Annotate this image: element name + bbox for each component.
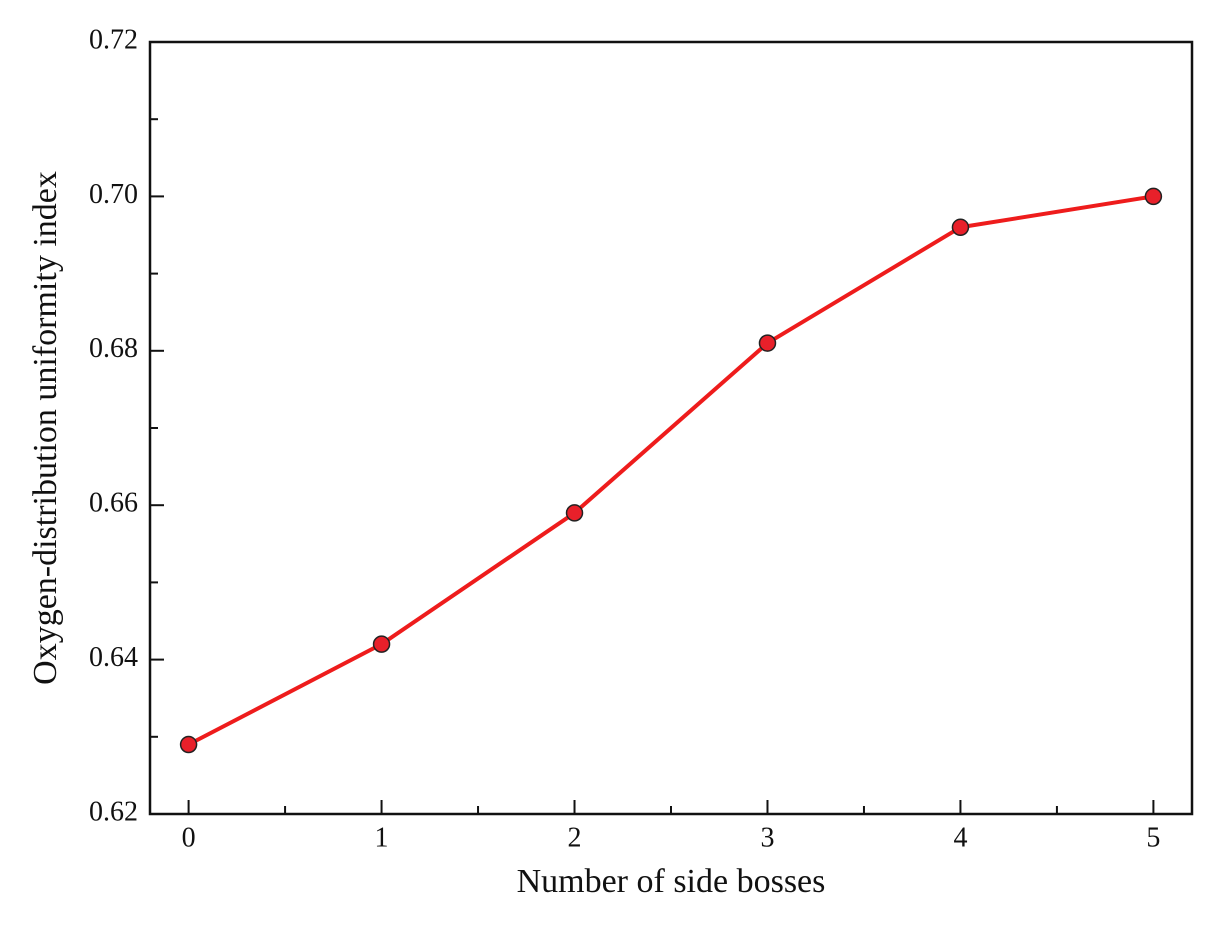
- x-tick-label: 3: [760, 822, 774, 853]
- y-tick-label: 0.62: [89, 796, 138, 827]
- data-point: [179, 735, 198, 754]
- data-point: [565, 504, 584, 522]
- data-point: [951, 218, 970, 237]
- data-point: [372, 635, 391, 653]
- y-tick-label: 0.66: [89, 488, 138, 519]
- y-tick-label: 0.64: [89, 642, 138, 673]
- x-axis-label: Number of side bosses: [517, 863, 826, 900]
- x-tick-label: 1: [375, 822, 389, 853]
- y-tick-label: 0.68: [89, 333, 138, 364]
- x-tick-label: 0: [182, 822, 196, 853]
- data-point: [1144, 187, 1163, 206]
- series-line: [187, 194, 1154, 747]
- x-tick-label: 4: [953, 822, 967, 853]
- y-axis-label: Oxygen-distribution uniformity index: [27, 171, 64, 685]
- x-tick-label: 2: [568, 822, 582, 853]
- data-point: [758, 334, 777, 352]
- y-tick-label: 0.72: [89, 24, 138, 55]
- x-tick-label: 5: [1146, 822, 1160, 853]
- y-tick-label: 0.70: [89, 179, 138, 210]
